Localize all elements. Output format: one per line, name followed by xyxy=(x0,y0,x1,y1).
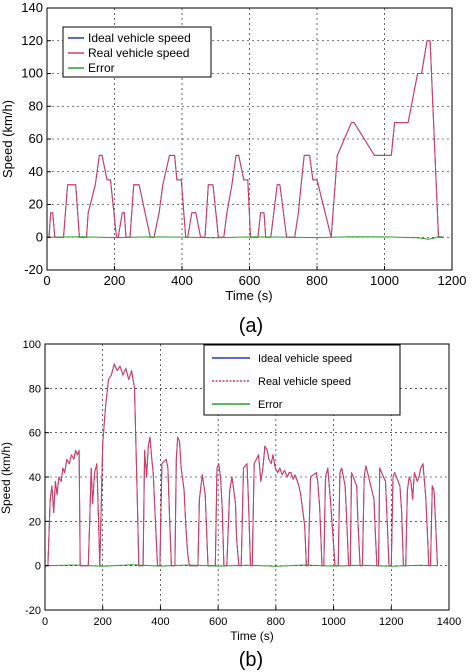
panel-b-chart: 0 200 400 600 800 1000 1200 1400-20020406080100… xyxy=(0,339,461,671)
y-axis-label-a: Speed (km/h) xyxy=(0,100,15,178)
caption-b: (b) xyxy=(239,649,263,671)
x-tick-label-b: 1200 xyxy=(379,616,403,628)
series-layer-b xyxy=(44,363,438,567)
ticks-a: 0 200 400 600 800 1000 1200-200204060801001201… xyxy=(21,0,466,288)
x-tick-label-b: 1000 xyxy=(321,616,345,628)
y-tick-label-a: 20 xyxy=(29,197,43,212)
y-tick-label-b: 0 xyxy=(35,561,41,573)
x-axis-label-a: Time (s) xyxy=(225,288,272,303)
y-tick-label-a: 120 xyxy=(21,33,43,48)
y-tick-label-a: 40 xyxy=(29,164,43,179)
x-tick-label-b: 600 xyxy=(209,616,227,628)
y-tick-label-a: 0 xyxy=(36,229,43,244)
x-tick-label-b: 800 xyxy=(267,616,285,628)
legend-b: Ideal vehicle speed Real vehicle speed E… xyxy=(203,344,401,416)
y-tick-label-b: 20 xyxy=(29,516,41,528)
x-tick-label-b: 400 xyxy=(151,616,169,628)
y-tick-label-a: -20 xyxy=(24,262,43,277)
legend-label-real-a: Real vehicle speed xyxy=(88,46,189,60)
x-tick-label-a: 0 xyxy=(43,273,50,288)
y-tick-label-a: 60 xyxy=(29,131,43,146)
y-tick-label-b: -20 xyxy=(25,605,41,617)
series-line-error-b xyxy=(44,564,438,567)
y-tick-label-a: 80 xyxy=(29,98,43,113)
series-line-error-a xyxy=(46,235,444,240)
x-tick-label-a: 1000 xyxy=(370,273,399,288)
y-axis-label-b: Speed (km/h) xyxy=(0,442,13,514)
legend-label-ideal-b: Ideal vehicle speed xyxy=(258,353,352,365)
x-tick-label-a: 400 xyxy=(171,273,193,288)
grid-a xyxy=(47,8,452,270)
legend-a: Ideal vehicle speed Real vehicle speed E… xyxy=(62,26,212,78)
y-tick-label-a: 140 xyxy=(21,0,43,15)
legend-box-a xyxy=(62,26,212,78)
y-tick-label-a: 100 xyxy=(21,66,43,81)
legend-label-ideal-a: Ideal vehicle speed xyxy=(88,31,191,45)
y-tick-label-b: 80 xyxy=(29,383,41,395)
legend-label-error-b: Error xyxy=(258,399,283,411)
series-layer-a xyxy=(46,40,444,240)
legend-label-error-a: Error xyxy=(88,61,115,75)
x-tick-label-a: 200 xyxy=(104,273,126,288)
x-tick-label-a: 800 xyxy=(306,273,328,288)
x-tick-label-b: 1400 xyxy=(437,616,461,628)
y-tick-label-b: 60 xyxy=(29,428,41,440)
x-tick-label-a: 1200 xyxy=(438,273,467,288)
series-line-real-b xyxy=(45,363,438,567)
y-tick-label-b: 40 xyxy=(29,472,41,484)
y-tick-label-b: 100 xyxy=(23,339,41,351)
x-axis-label-b: Time (s) xyxy=(230,629,274,643)
panel-a-chart: 0 200 400 600 800 1000 1200-200204060801001201… xyxy=(0,0,466,337)
x-tick-label-b: 0 xyxy=(42,616,48,628)
legend-label-real-b: Real vehicle speed xyxy=(258,376,351,388)
x-tick-label-a: 600 xyxy=(239,273,261,288)
x-tick-label-b: 200 xyxy=(94,616,112,628)
caption-a: (a) xyxy=(239,315,263,337)
